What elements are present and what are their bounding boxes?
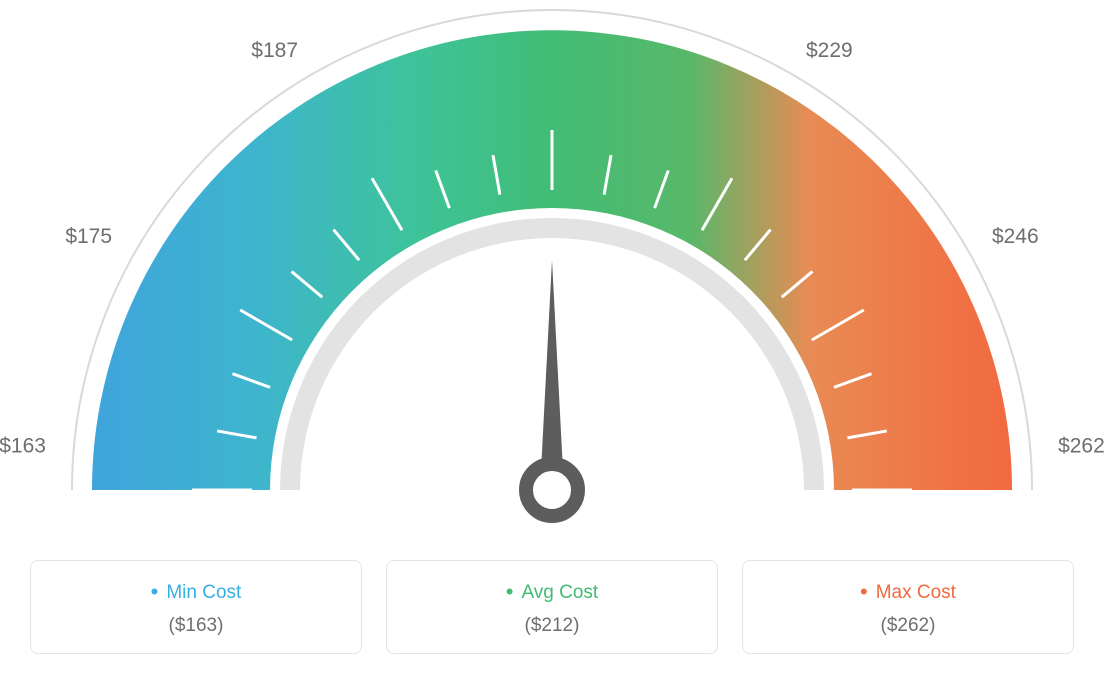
gauge-needle	[540, 260, 564, 490]
legend-value-max: ($262)	[753, 615, 1063, 637]
legend-label-min: Min Cost	[41, 579, 351, 605]
gauge-tick-label: $163	[0, 435, 46, 458]
gauge-tick-label: $229	[806, 39, 853, 62]
legend-card-max: Max Cost ($262)	[742, 560, 1074, 654]
gauge-tick-label: $175	[65, 225, 112, 248]
legend-row: Min Cost ($163) Avg Cost ($212) Max Cost…	[0, 560, 1104, 654]
legend-value-avg: ($212)	[397, 615, 707, 637]
legend-label-avg: Avg Cost	[397, 579, 707, 605]
gauge-tick-label: $246	[992, 225, 1039, 248]
gauge-svg: $163$175$187$212$229$246$262	[0, 0, 1104, 560]
gauge-needle-hub	[526, 464, 578, 516]
gauge-tick-label: $262	[1058, 435, 1104, 458]
gauge-area: $163$175$187$212$229$246$262	[0, 0, 1104, 560]
cost-gauge-chart: { "gauge": { "type": "gauge", "cx": 552,…	[0, 0, 1104, 690]
legend-card-avg: Avg Cost ($212)	[386, 560, 718, 654]
legend-label-max: Max Cost	[753, 579, 1063, 605]
legend-card-min: Min Cost ($163)	[30, 560, 362, 654]
gauge-tick-label: $187	[251, 39, 298, 62]
legend-value-min: ($163)	[41, 615, 351, 637]
